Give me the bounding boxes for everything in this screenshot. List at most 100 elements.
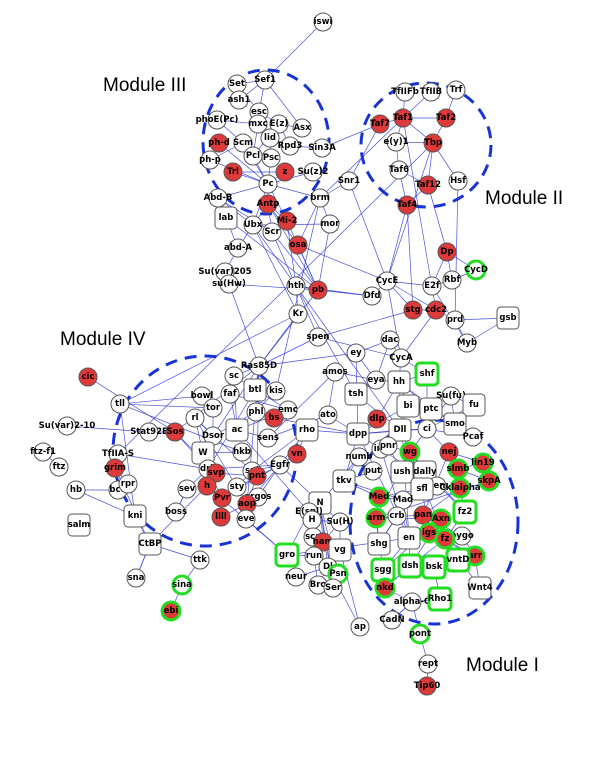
node-sufu: Su(fu) [436,386,466,406]
node-brm: brm [310,188,330,208]
node-shg-shape [367,532,391,556]
node-pan: pan [413,505,433,525]
node-iswi-shape [313,12,333,32]
node-psc: Psc [261,148,281,168]
node-cklalpha-shape [449,477,471,499]
node-salm: salm [67,513,91,537]
node-cycd: CycD [464,259,488,281]
node-arm: arm [365,507,387,529]
node-suhw-shape [219,274,239,294]
node-rpr-shape [118,474,138,494]
node-brm-label: brm [310,193,329,203]
node-shf: shf [414,361,440,387]
node-arm-shape [365,507,387,529]
node-iswi: iswi [313,12,333,32]
node-smo-label: smo [445,419,465,429]
node-cycd-label: CycD [464,265,488,275]
node-grim: grim [104,458,126,478]
node-dsh-label: dsh [401,561,418,571]
node-vg: vg [328,538,352,562]
node-pvr: Pvr [212,488,232,508]
node-nkd-label: nkd [376,583,394,593]
node-phoe-label: phoE(Pc) [196,115,239,125]
node-ftz-shape [49,457,69,477]
node-sens: sens [257,428,279,448]
node-pnr-shape [378,436,398,456]
node-lid: lid [260,128,280,148]
node-gsb: gsb [496,306,520,330]
node-ras85d: Ras85D [241,356,277,376]
node-ey-label: ey [350,348,362,358]
edge-taf4-cyce [386,204,408,282]
node-amos-label: amos [322,367,348,377]
node-hkb-shape [232,442,252,462]
node-scm: Scm [233,133,253,153]
node-sev: sev [177,479,197,499]
node-hth-label: hth [288,281,304,291]
node-dlp: dlp [367,409,387,429]
node-numb: numb [345,447,373,467]
node-gsb-shape [496,306,520,330]
node-bowl: bowl [191,386,213,406]
node-fu: fu [462,393,486,417]
node-fz-label: fz [441,534,450,544]
node-boss-shape [166,502,186,522]
node-stat92e: Stat92E [130,422,168,442]
node-abdb-label: Abd-B [204,193,233,203]
node-crb-shape [387,506,407,526]
edge-hsf-prd [454,180,459,321]
node-sfl: sfl [410,477,434,501]
node-kni: kni [123,504,147,528]
node-zen-label: zen [429,481,446,491]
edge-cdc2-cyca [400,309,437,359]
node-axn-shape [430,508,452,530]
node-kis: kis [266,381,286,401]
node-kr-shape [288,304,308,324]
node-ctbp-shape [138,532,162,556]
node-eve: eve [236,509,256,529]
node-abda: abd-A [224,238,252,258]
node-ush: ush [390,460,414,484]
edge-ubx-kr [252,224,299,315]
node-dp-shape [437,242,457,262]
node-dsh: dsh [397,553,423,579]
node-dll-shape [388,418,412,442]
node-dll: Dll [388,418,412,442]
node-bro-label: Bro [310,580,327,590]
node-rpr-label: rpr [121,479,136,489]
node-ey-shape [346,343,366,363]
node-sina: sina [171,574,193,596]
node-rpd3-label: Rpd3 [278,141,303,151]
node-pcaf-shape [463,427,483,447]
edge-osa-cyce [297,244,388,282]
node-taf1-label: Taf1 [393,113,413,123]
node-hsf-shape [448,171,468,191]
node-cdc2-label: cdc2 [425,305,447,315]
node-sgg-label: sgg [374,565,391,575]
module-i-boundary [348,418,520,626]
edge-scr-hth [271,231,297,287]
node-tfiifb-shape [395,82,415,102]
node-dpp-label: dpp [349,429,367,439]
node-lin19: lin19 [471,452,495,474]
node-dfd-label: Dfd [364,291,381,301]
node-vntd: vntD [445,547,471,573]
node-pnr: pnr [378,436,398,456]
node-esc-label: esc [251,107,267,117]
node-sin3a: Sin3A [308,138,336,158]
node-ush-shape [390,460,414,484]
edge-ap-vg [339,549,361,628]
node-run: run [304,546,324,566]
node-run-label: run [306,551,322,561]
node-rho1-shape [427,586,453,612]
node-amos-shape [325,362,345,382]
node-suhw-label: su(Hw) [212,279,246,289]
edge-spen-ras85d [258,336,319,367]
node-sina-label: sina [172,580,192,590]
node-suh-label: Su(H) [326,517,353,527]
node-sc-shape [224,366,244,386]
node-e2f-label: E2f [424,281,440,291]
node-fu-shape [462,393,486,417]
node-tor: tor [203,398,223,418]
node-trf-shape [446,80,466,100]
